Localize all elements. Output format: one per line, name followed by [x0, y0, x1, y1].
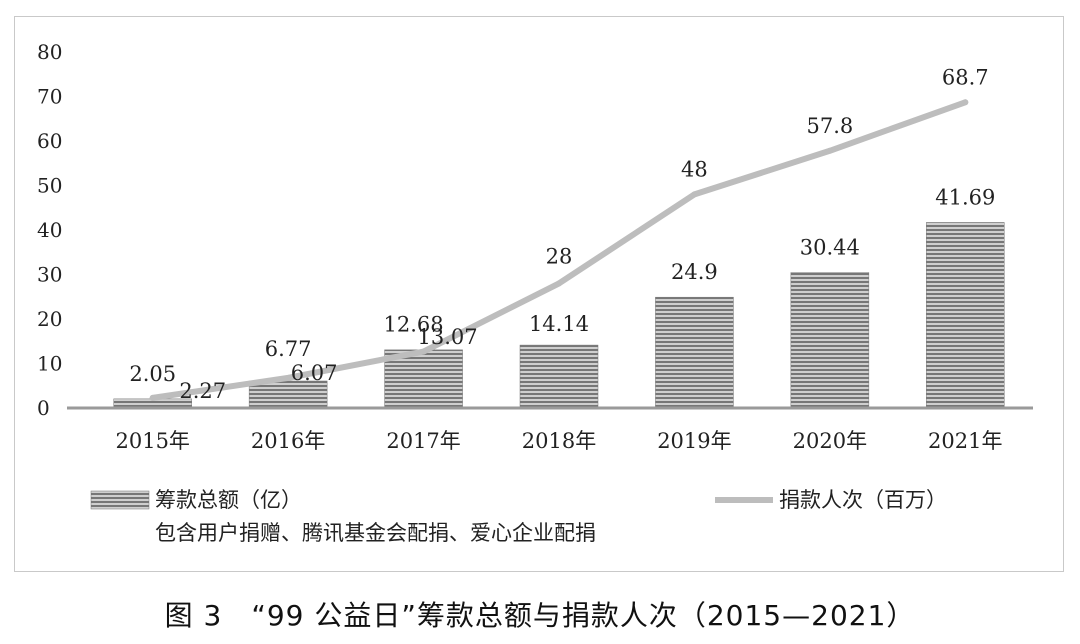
bar-value-label: 13.07	[418, 325, 478, 349]
x-tick-label: 2020年	[793, 429, 867, 453]
bar-value-label: 24.9	[671, 260, 718, 284]
bar	[790, 272, 870, 409]
legend-bar-label: 筹款总额（亿）	[155, 488, 302, 512]
bar	[655, 296, 734, 409]
y-tick-label: 40	[37, 218, 62, 242]
legend-bar-swatch	[90, 490, 150, 510]
line-value-label: 6.77	[265, 337, 312, 361]
line-value-label: 48	[681, 157, 708, 181]
line-point	[691, 191, 698, 198]
bar-value-label: 41.69	[935, 185, 995, 209]
line-value-label: 2.27	[179, 379, 226, 403]
bar-value-label: 30.44	[800, 236, 860, 260]
bars	[113, 222, 1005, 409]
x-tick-label: 2016年	[251, 429, 325, 453]
bar-value-label: 6.07	[291, 361, 338, 385]
line-value-label: 57.8	[806, 114, 853, 138]
y-tick-label: 80	[37, 40, 62, 64]
y-tick-label: 50	[37, 174, 62, 198]
x-tick-label: 2015年	[115, 429, 189, 453]
figure-caption: 图 3 “99 公益日”筹款总额与捐款人次（2015—2021）	[164, 599, 916, 632]
legend: 筹款总额（亿） 包含用户捐赠、腾讯基金会配捐、爱心企业配捐 捐款人次（百万）	[90, 488, 947, 545]
x-tick-label: 2017年	[386, 429, 460, 453]
bar	[519, 344, 599, 409]
line-value-label: 28	[546, 244, 573, 268]
x-axis: 2015年 2016年 2017年 2018年 2019年 2020年 2021年	[67, 406, 1033, 453]
legend-bar-note: 包含用户捐赠、腾讯基金会配捐、爱心企业配捐	[155, 521, 596, 545]
chart-frame: 0 10 20 30 40 50 60 70 80 2.05 6.07 13.07 14.14 24.9…	[14, 16, 1064, 572]
y-axis: 0 10 20 30 40 50 60 70 80	[37, 40, 62, 420]
y-tick-label: 0	[37, 396, 50, 420]
y-tick-label: 30	[37, 263, 62, 287]
line-value-label: 68.7	[942, 65, 989, 89]
x-tick-label: 2021年	[928, 429, 1002, 453]
line-point	[285, 374, 292, 381]
line-series: 2.05 6.07 13.07 14.14 24.9 30.44 41.69 2.27 6.77…	[129, 65, 995, 403]
legend-line-label: 捐款人次（百万）	[779, 488, 947, 512]
line-point	[556, 280, 562, 287]
x-tick-label: 2018年	[522, 429, 596, 453]
y-tick-label: 70	[37, 85, 62, 109]
line-value-label: 12.68	[384, 313, 444, 337]
bar-value-label: 2.05	[129, 362, 176, 386]
y-tick-label: 20	[37, 307, 62, 331]
line-point	[826, 147, 833, 154]
line-point	[149, 394, 156, 401]
y-tick-label: 60	[37, 129, 62, 153]
x-tick-label: 2019年	[657, 429, 731, 453]
line-point	[962, 99, 969, 106]
bar	[248, 380, 328, 409]
chart-svg: 0 10 20 30 40 50 60 70 80 2.05 6.07 13.07 14.14 24.9…	[37, 40, 1033, 545]
bar	[926, 222, 1005, 409]
bar-value-label: 14.14	[529, 312, 589, 336]
line-point	[420, 348, 427, 355]
y-tick-label: 10	[37, 352, 62, 376]
